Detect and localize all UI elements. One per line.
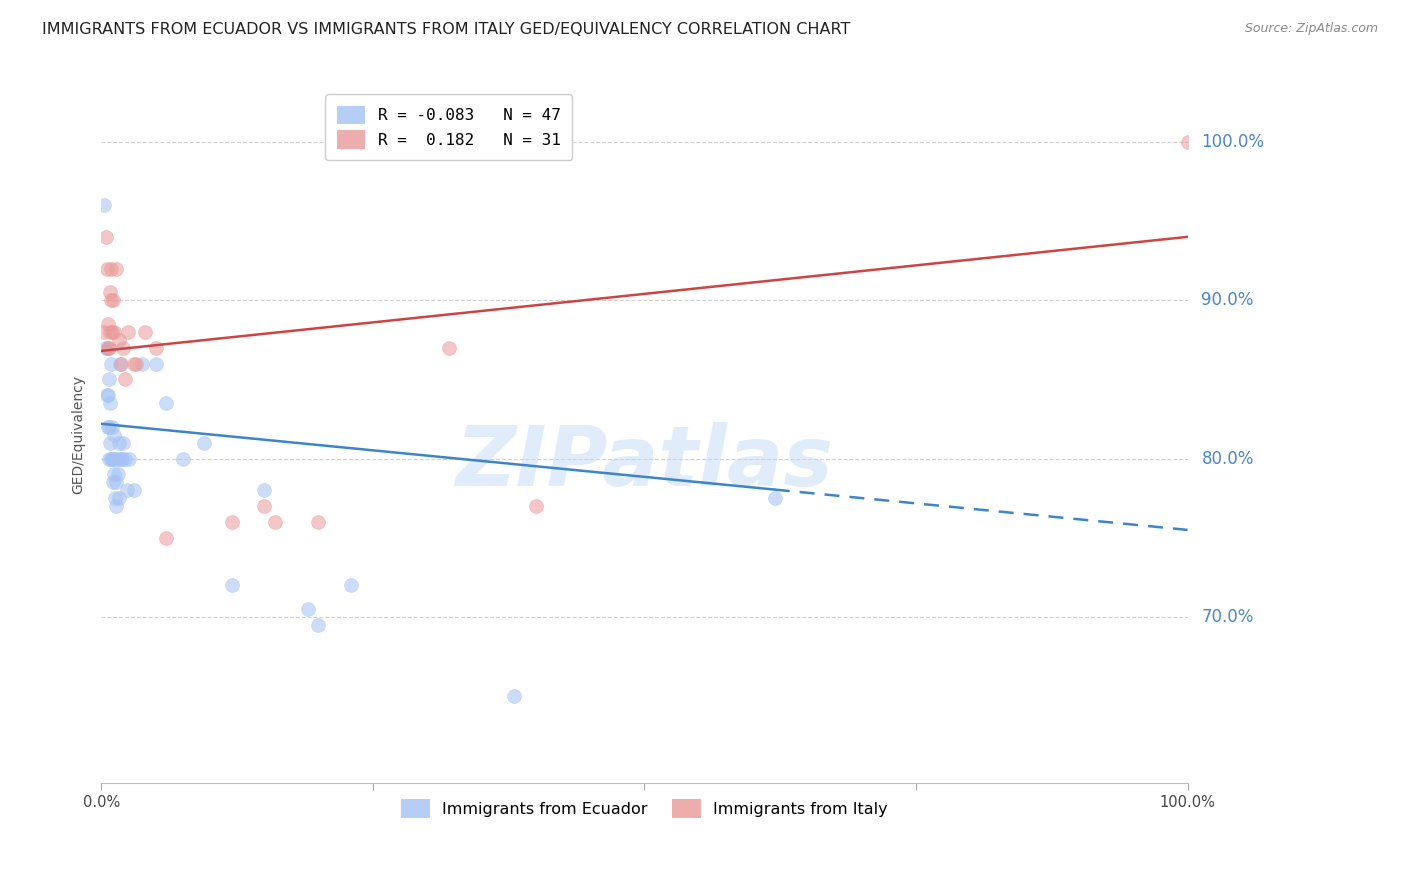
Point <box>103 467 125 482</box>
Point <box>100 261 122 276</box>
Point <box>111 341 134 355</box>
Point <box>308 618 330 632</box>
Y-axis label: GED/Equivalency: GED/Equivalency <box>72 376 86 494</box>
Text: Source: ZipAtlas.com: Source: ZipAtlas.com <box>1244 22 1378 36</box>
Point <box>105 499 128 513</box>
Point <box>155 396 177 410</box>
Text: ZIPatlas: ZIPatlas <box>456 422 834 503</box>
Legend: Immigrants from Ecuador, Immigrants from Italy: Immigrants from Ecuador, Immigrants from… <box>395 793 894 824</box>
Point <box>111 451 134 466</box>
Point <box>145 341 167 355</box>
Point <box>97 341 120 355</box>
Text: 70.0%: 70.0% <box>1202 608 1254 626</box>
Point <box>100 357 122 371</box>
Point <box>97 372 120 386</box>
Point <box>98 285 121 300</box>
Point <box>134 325 156 339</box>
Point <box>94 341 117 355</box>
Point <box>437 341 460 355</box>
Point <box>340 578 363 592</box>
Point <box>107 451 129 466</box>
Point <box>97 420 120 434</box>
Point <box>155 531 177 545</box>
Point <box>131 357 153 371</box>
Point <box>110 451 132 466</box>
Text: IMMIGRANTS FROM ECUADOR VS IMMIGRANTS FROM ITALY GED/EQUIVALENCY CORRELATION CHA: IMMIGRANTS FROM ECUADOR VS IMMIGRANTS FR… <box>42 22 851 37</box>
Point <box>503 690 526 704</box>
Point <box>111 435 134 450</box>
Point <box>104 491 127 506</box>
Point <box>101 451 124 466</box>
Point <box>1177 135 1199 149</box>
Point <box>98 396 121 410</box>
Point <box>101 325 124 339</box>
Point <box>253 499 276 513</box>
Point <box>108 357 131 371</box>
Point <box>96 261 118 276</box>
Point <box>101 475 124 490</box>
Point <box>96 388 118 402</box>
Point <box>253 483 276 498</box>
Point <box>763 491 786 506</box>
Point <box>100 293 122 308</box>
Point <box>98 435 121 450</box>
Point <box>264 515 287 529</box>
Point <box>101 293 124 308</box>
Point <box>100 451 122 466</box>
Point <box>122 357 145 371</box>
Point <box>97 317 120 331</box>
Point <box>97 420 120 434</box>
Point <box>105 475 128 490</box>
Point <box>104 451 127 466</box>
Point <box>145 357 167 371</box>
Point <box>103 325 125 339</box>
Point <box>98 325 121 339</box>
Point <box>97 451 120 466</box>
Point <box>172 451 194 466</box>
Point <box>101 420 124 434</box>
Point <box>97 341 120 355</box>
Point <box>117 483 139 498</box>
Point <box>96 341 118 355</box>
Point <box>105 261 128 276</box>
Point <box>125 357 148 371</box>
Point <box>193 435 215 450</box>
Point <box>118 451 141 466</box>
Point <box>308 515 330 529</box>
Point <box>221 515 243 529</box>
Point <box>93 325 115 339</box>
Point <box>117 325 139 339</box>
Point <box>107 333 129 347</box>
Point <box>221 578 243 592</box>
Point <box>114 451 136 466</box>
Text: 80.0%: 80.0% <box>1202 450 1254 467</box>
Point <box>103 428 125 442</box>
Point <box>97 388 120 402</box>
Point <box>122 483 145 498</box>
Point <box>107 467 129 482</box>
Point <box>107 491 129 506</box>
Point <box>107 435 129 450</box>
Point <box>524 499 547 513</box>
Point <box>114 372 136 386</box>
Text: 100.0%: 100.0% <box>1202 133 1264 151</box>
Point <box>101 451 124 466</box>
Point <box>94 230 117 244</box>
Text: 90.0%: 90.0% <box>1202 291 1254 310</box>
Point <box>110 357 132 371</box>
Point <box>93 198 115 212</box>
Point <box>297 602 319 616</box>
